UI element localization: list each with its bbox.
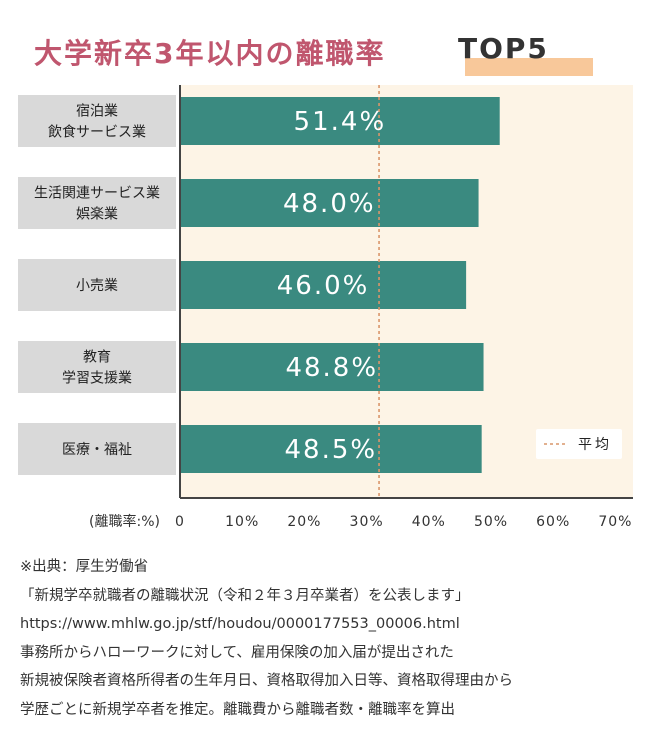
category-label: 宿泊業 (76, 103, 118, 120)
title-highlight-underline (465, 58, 593, 76)
bar (180, 97, 500, 145)
x-tick-label: 20% (287, 514, 321, 530)
x-tick-label: 30% (350, 514, 384, 530)
bar-value-label: 48.5% (285, 435, 378, 465)
title-main: 大学新卒3年以内の離職率 (34, 37, 386, 70)
x-tick-label: 60% (536, 514, 570, 530)
note-line: 「新規学卒就職者の離職状況（令和２年３月卒業者）を公表します」 (20, 587, 470, 604)
x-tick-label: 0 (175, 514, 185, 530)
x-tick-label: 70% (598, 514, 632, 530)
legend-label: 平均 (578, 437, 612, 453)
x-tick-label: 50% (474, 514, 508, 530)
note-line: 新規被保険者資格所得者の生年月日、資格取得加入日等、資格取得理由から (20, 673, 513, 689)
category-label: 医療・福祉 (62, 441, 132, 458)
category-label-box (18, 259, 176, 311)
bar-value-label: 46.0% (277, 271, 370, 301)
bar (180, 425, 482, 473)
category-label: 生活関連サービス業 (34, 186, 160, 202)
x-tick-label: 10% (225, 514, 259, 530)
category-label-box (18, 177, 176, 229)
note-line: 事務所からハローワークに対して、雇用保険の加入届が提出された (20, 644, 454, 661)
source-notes: ※出典：厚生労働省 「新規学卒就職者の離職状況（令和２年３月卒業者）を公表します… (20, 553, 640, 724)
category-label-box (18, 95, 176, 147)
x-axis-label: (離職率:%) (89, 513, 160, 530)
category-label: 飲食サービス業 (48, 124, 146, 141)
category-label-box (18, 423, 176, 475)
bar-value-label: 48.0% (283, 189, 376, 219)
chart-title: 大学新卒3年以内の離職率 TOP5 (0, 28, 650, 78)
category-label-box (18, 341, 176, 393)
bar-chart: 51.4% 48.0% 46.0% 48.8% 48.5% 宿泊業飲食サービス業生活関連サ… (18, 85, 633, 530)
category-label: 学習支援業 (62, 371, 132, 387)
bar-value-label: 51.4% (294, 107, 387, 137)
bar (180, 179, 479, 227)
category-label: 娯楽業 (76, 207, 118, 223)
note-line: 学歴ごとに新規学卒者を推定。離職費から離職者数・離職率を算出 (20, 701, 455, 718)
bar (180, 261, 467, 309)
x-tick-label: 40% (412, 514, 446, 530)
category-label: 教育 (83, 350, 111, 366)
legend-box (536, 429, 622, 459)
bar-value-label: 48.8% (285, 353, 378, 383)
bar (180, 343, 484, 391)
note-line: ※出典：厚生労働省 (20, 559, 149, 575)
title-highlight: TOP5 (458, 32, 549, 65)
note-line: https://www.mhlw.go.jp/stf/houdou/000017… (20, 616, 460, 632)
category-label: 小売業 (76, 278, 118, 294)
